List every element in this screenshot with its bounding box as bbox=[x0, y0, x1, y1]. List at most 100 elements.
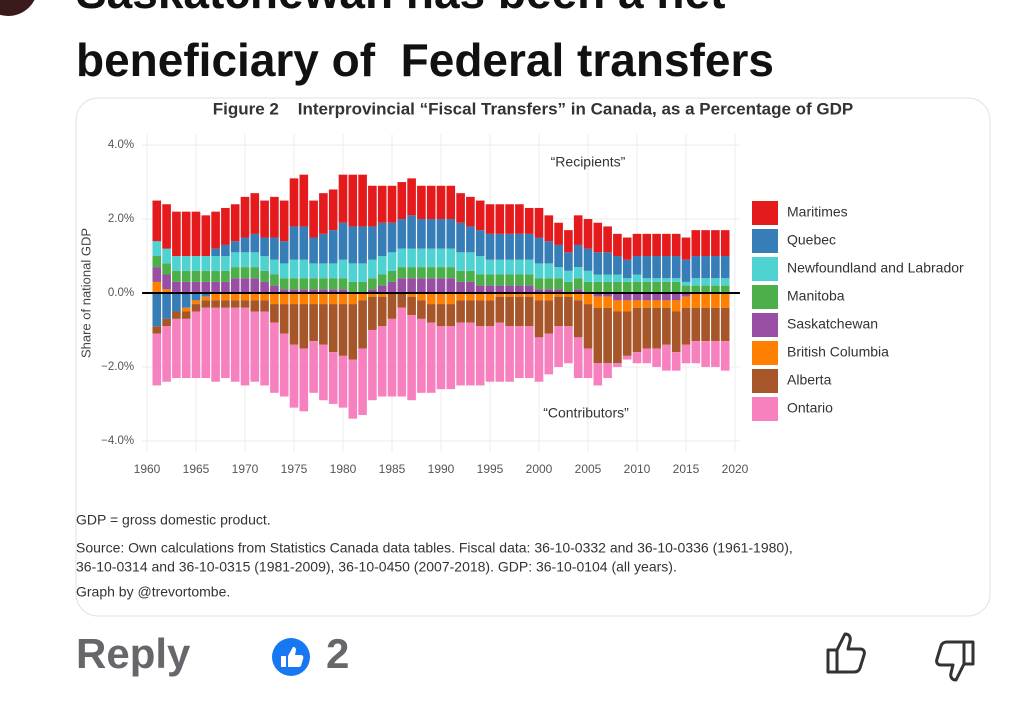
bar-segment bbox=[515, 296, 524, 327]
bar-segment bbox=[662, 256, 671, 279]
upvote-icon[interactable] bbox=[826, 632, 866, 674]
bar-segment bbox=[299, 289, 309, 293]
bar-segment bbox=[426, 267, 436, 279]
bar-segment bbox=[230, 204, 240, 242]
bar-segment bbox=[681, 281, 691, 286]
bar-segment bbox=[417, 267, 426, 279]
bar-segment bbox=[289, 178, 299, 227]
legend-swatch bbox=[752, 397, 778, 421]
bar-segment bbox=[671, 311, 681, 353]
bar-segment bbox=[250, 233, 260, 253]
bar-segment bbox=[662, 300, 671, 308]
bar-segment bbox=[711, 341, 720, 367]
legend-label: Quebec bbox=[787, 232, 836, 248]
y-tick-label: −2.0% bbox=[101, 361, 134, 373]
bar-segment bbox=[613, 300, 622, 312]
bar-segment bbox=[554, 244, 563, 268]
bar-segment bbox=[495, 204, 505, 234]
bar-segment bbox=[446, 304, 456, 327]
bar-segment bbox=[475, 274, 485, 286]
bar-segment bbox=[573, 337, 583, 379]
bar-segment bbox=[573, 278, 583, 290]
bar-segment bbox=[515, 259, 524, 275]
bar-segment bbox=[417, 278, 426, 293]
bar-segment bbox=[230, 293, 240, 301]
bar-segment bbox=[338, 174, 348, 223]
bar-segment bbox=[603, 293, 612, 297]
bar-segment bbox=[495, 233, 505, 260]
bar-segment bbox=[299, 293, 309, 305]
bar-segment bbox=[642, 348, 652, 364]
bar-segment bbox=[377, 326, 387, 397]
bar-segment bbox=[554, 222, 563, 245]
bar-segment bbox=[701, 256, 710, 279]
bar-segment bbox=[348, 281, 358, 293]
bar-segment bbox=[593, 281, 603, 293]
bar-segment bbox=[397, 219, 407, 249]
bar-segment bbox=[279, 304, 289, 334]
bar-segment bbox=[348, 263, 358, 282]
bar-segment bbox=[534, 293, 544, 301]
bar-segment bbox=[573, 300, 583, 338]
bar-segment bbox=[338, 259, 348, 279]
bar-segment bbox=[309, 263, 318, 279]
bar-segment bbox=[671, 281, 681, 293]
bar-segment bbox=[368, 329, 377, 401]
bar-segment bbox=[230, 300, 240, 308]
bar-segment bbox=[671, 278, 681, 282]
bar-segment bbox=[466, 226, 475, 253]
bar-segment bbox=[564, 230, 573, 253]
bar-segment bbox=[485, 259, 495, 275]
bar-segment bbox=[524, 293, 534, 297]
x-tick-label: 1960 bbox=[134, 462, 161, 476]
avatar[interactable] bbox=[0, 0, 38, 16]
bar-segment bbox=[662, 278, 671, 282]
bar-segment bbox=[554, 326, 563, 367]
bar-segment bbox=[544, 300, 554, 334]
bar-segment bbox=[554, 278, 563, 290]
bar-segment bbox=[593, 222, 603, 253]
bar-segment bbox=[377, 185, 387, 223]
bar-segment bbox=[475, 293, 485, 301]
reply-button[interactable]: Reply bbox=[76, 630, 191, 677]
bar-segment bbox=[407, 248, 416, 268]
bar-segment bbox=[358, 293, 367, 301]
bar-segment bbox=[221, 270, 230, 282]
bar-segment bbox=[603, 296, 612, 308]
bar-segment bbox=[622, 300, 632, 312]
x-tick-label: 2010 bbox=[624, 462, 651, 476]
legend-swatch bbox=[752, 369, 778, 393]
bar-segment bbox=[201, 300, 211, 308]
bar-segment bbox=[662, 281, 671, 293]
bar-segment bbox=[436, 185, 446, 220]
bar-segment bbox=[622, 281, 632, 293]
x-tick-label: 1965 bbox=[183, 462, 210, 476]
y-tick-label: 0.0% bbox=[108, 287, 134, 299]
bar-segment bbox=[652, 233, 661, 257]
bar-segment bbox=[191, 304, 201, 312]
bar-segment bbox=[338, 293, 348, 305]
downvote-icon[interactable] bbox=[935, 640, 975, 682]
bar-segment bbox=[397, 293, 407, 308]
bar-segment bbox=[328, 263, 338, 279]
bar-segment bbox=[701, 230, 710, 257]
bar-segment bbox=[671, 300, 681, 312]
bar-segment bbox=[240, 267, 250, 279]
bar-segment bbox=[250, 311, 260, 382]
post-title-line: beneficiary of Federal transfers bbox=[76, 34, 774, 86]
y-tick-label: 4.0% bbox=[108, 139, 134, 151]
bar-segment bbox=[485, 300, 495, 327]
bar-segment bbox=[211, 248, 220, 257]
bar-segment bbox=[505, 293, 514, 297]
y-tick-label: 2.0% bbox=[108, 213, 134, 225]
bar-segment bbox=[309, 304, 318, 342]
bar-segment bbox=[485, 274, 495, 286]
bar-segment bbox=[613, 311, 622, 364]
legend-swatch bbox=[752, 341, 778, 365]
legend-label: Saskatchewan bbox=[787, 316, 878, 332]
bar-segment bbox=[436, 278, 446, 293]
bar-segment bbox=[191, 311, 201, 379]
bar-segment bbox=[564, 293, 573, 297]
bar-segment bbox=[152, 241, 162, 257]
bar-segment bbox=[446, 219, 456, 249]
